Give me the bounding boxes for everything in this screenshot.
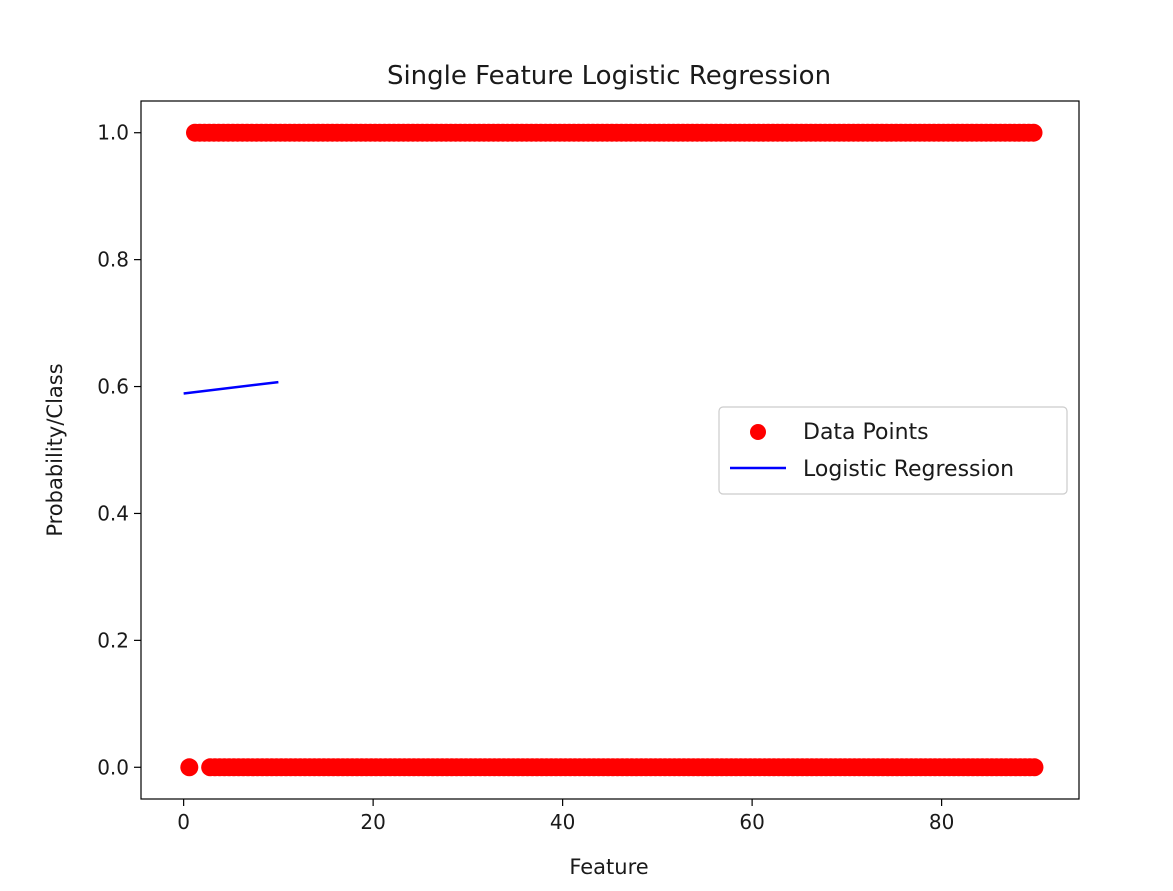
x-axis-label: Feature [569,855,648,879]
plot-frame [140,100,1080,800]
y-tick-label: 0.8 [97,248,129,272]
y-axis: 0.0 0.2 0.4 0.6 0.8 1.0 [97,121,141,779]
chart-title: Single Feature Logistic Regression [387,61,831,91]
x-tick-label: 80 [929,810,954,834]
data-points [180,123,1044,777]
legend-marker-data-points [750,424,766,440]
y-axis-label: Probability/Class [43,363,67,536]
legend-box [718,406,1068,495]
data-point [1024,123,1043,142]
x-tick-label: 0 [177,810,190,834]
x-axis: 0 20 40 60 80 [177,799,954,834]
legend-label-logistic-regression: Logistic Regression [803,457,1014,482]
plot-area [140,100,1080,800]
logistic-regression-line [183,380,279,395]
x-tick-label: 40 [550,810,575,834]
y-tick-label: 0.0 [97,755,129,779]
y-tick-label: 1.0 [97,121,129,145]
data-point [180,758,199,777]
y-tick-label: 0.6 [97,375,129,399]
legend: Data Points Logistic Regression [718,406,1068,495]
regression-line [183,380,279,395]
data-point [1025,758,1044,777]
y-tick-label: 0.2 [97,628,129,652]
x-tick-label: 20 [360,810,385,834]
y-tick-label: 0.4 [97,501,129,525]
legend-label-data-points: Data Points [803,420,929,445]
x-tick-label: 60 [739,810,764,834]
